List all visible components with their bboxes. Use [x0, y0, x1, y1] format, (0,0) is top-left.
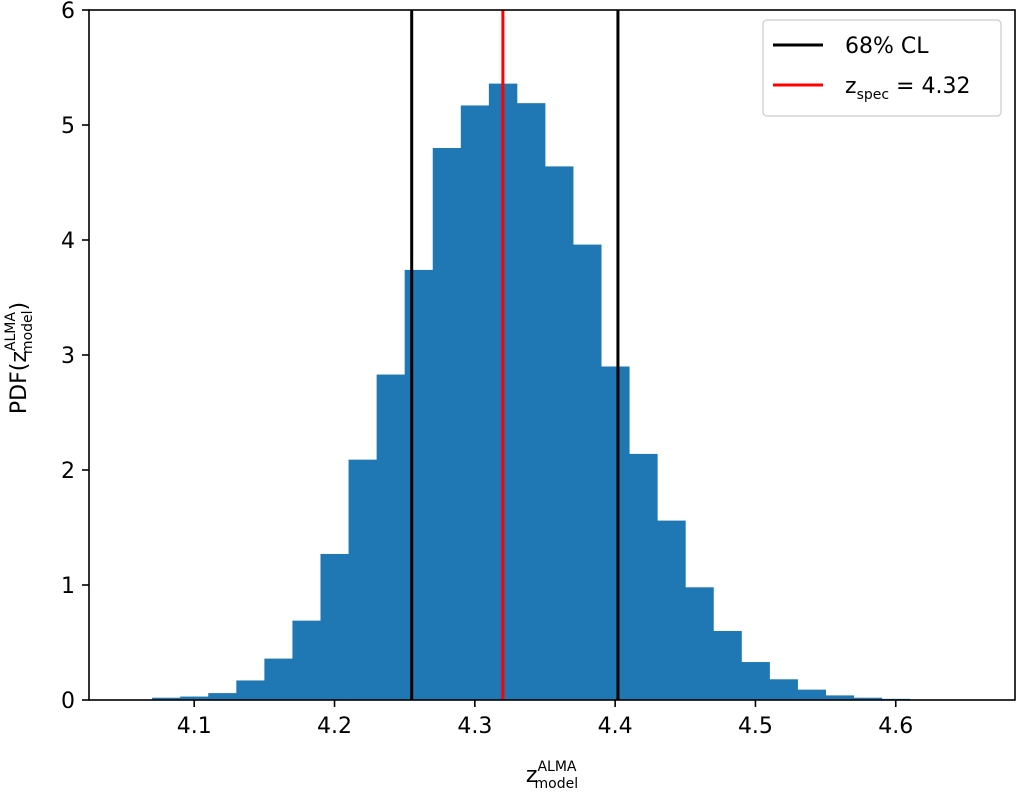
histogram-bar — [853, 697, 883, 700]
legend-label-zspec-subscript: spec — [857, 87, 890, 103]
x-tick-label: 4.2 — [317, 714, 352, 739]
histogram-bar — [713, 631, 742, 700]
histogram-bar — [236, 680, 265, 700]
x-tick-label: 4.1 — [177, 714, 212, 739]
x-axis-label: zALMA model — [526, 759, 578, 792]
histogram-bar — [376, 374, 406, 700]
histogram-bar — [573, 244, 602, 700]
legend-label-zspec-base: z — [845, 74, 857, 99]
x-axis-label-base: z — [526, 763, 538, 788]
histogram-bar — [180, 696, 209, 700]
reference-lines — [410, 10, 620, 700]
histogram-bar — [825, 695, 855, 700]
histogram-bar — [741, 662, 770, 700]
y-tick-label: 2 — [61, 459, 75, 484]
y-axis-label-base: z — [7, 351, 32, 363]
histogram-bar — [544, 166, 574, 700]
y-axis-label-suffix: ) — [7, 302, 32, 311]
histogram-bar — [657, 520, 686, 700]
y-axis-label: PDF(zALMAmodel) — [3, 302, 36, 414]
y-tick-label: 6 — [61, 0, 75, 24]
histogram-bar — [797, 689, 826, 700]
histogram-bar — [208, 693, 237, 700]
histogram-bar — [516, 103, 546, 700]
histogram-bar — [292, 620, 321, 700]
legend: 68% CL zspec = 4.32 — [762, 19, 1002, 117]
y-tick-label: 4 — [61, 229, 75, 254]
legend-label-cl: 68% CL — [845, 34, 929, 59]
y-axis-label-prefix: PDF( — [7, 363, 32, 414]
histogram-bar — [152, 697, 181, 700]
y-tick-label: 0 — [61, 689, 75, 714]
histogram-bar — [404, 269, 434, 700]
x-tick-label: 4.4 — [598, 714, 633, 739]
histogram-bar — [348, 459, 378, 700]
histogram-bar — [320, 553, 349, 700]
y-axis-ticks: 0 1 2 3 4 5 6 — [61, 0, 89, 714]
legend-label-zspec-rest: = 4.32 — [889, 74, 970, 99]
histogram-bars — [152, 83, 911, 701]
y-tick-label: 5 — [61, 114, 75, 139]
histogram-bar — [629, 453, 658, 700]
histogram-bar — [769, 679, 798, 700]
y-axis-label-superscript: ALMA — [3, 312, 19, 351]
legend-label-zspec: zspec = 4.32 — [845, 74, 970, 103]
x-axis-label-superscript: ALMA — [537, 759, 576, 775]
y-axis-label-subscript: model — [20, 310, 36, 354]
histogram-bar — [432, 148, 462, 700]
x-tick-label: 4.5 — [738, 714, 773, 739]
histogram-bar — [685, 587, 714, 700]
x-tick-label: 4.3 — [457, 714, 492, 739]
histogram-bar — [264, 658, 293, 700]
x-axis-label-subscript: model — [535, 776, 579, 792]
histogram-bar — [460, 105, 490, 700]
y-tick-label: 1 — [61, 574, 75, 599]
histogram-bar — [601, 366, 630, 700]
x-axis-ticks: 4.1 4.2 4.3 4.4 4.5 4.6 — [177, 700, 913, 739]
y-tick-label: 3 — [61, 344, 75, 369]
x-tick-label: 4.6 — [878, 714, 913, 739]
